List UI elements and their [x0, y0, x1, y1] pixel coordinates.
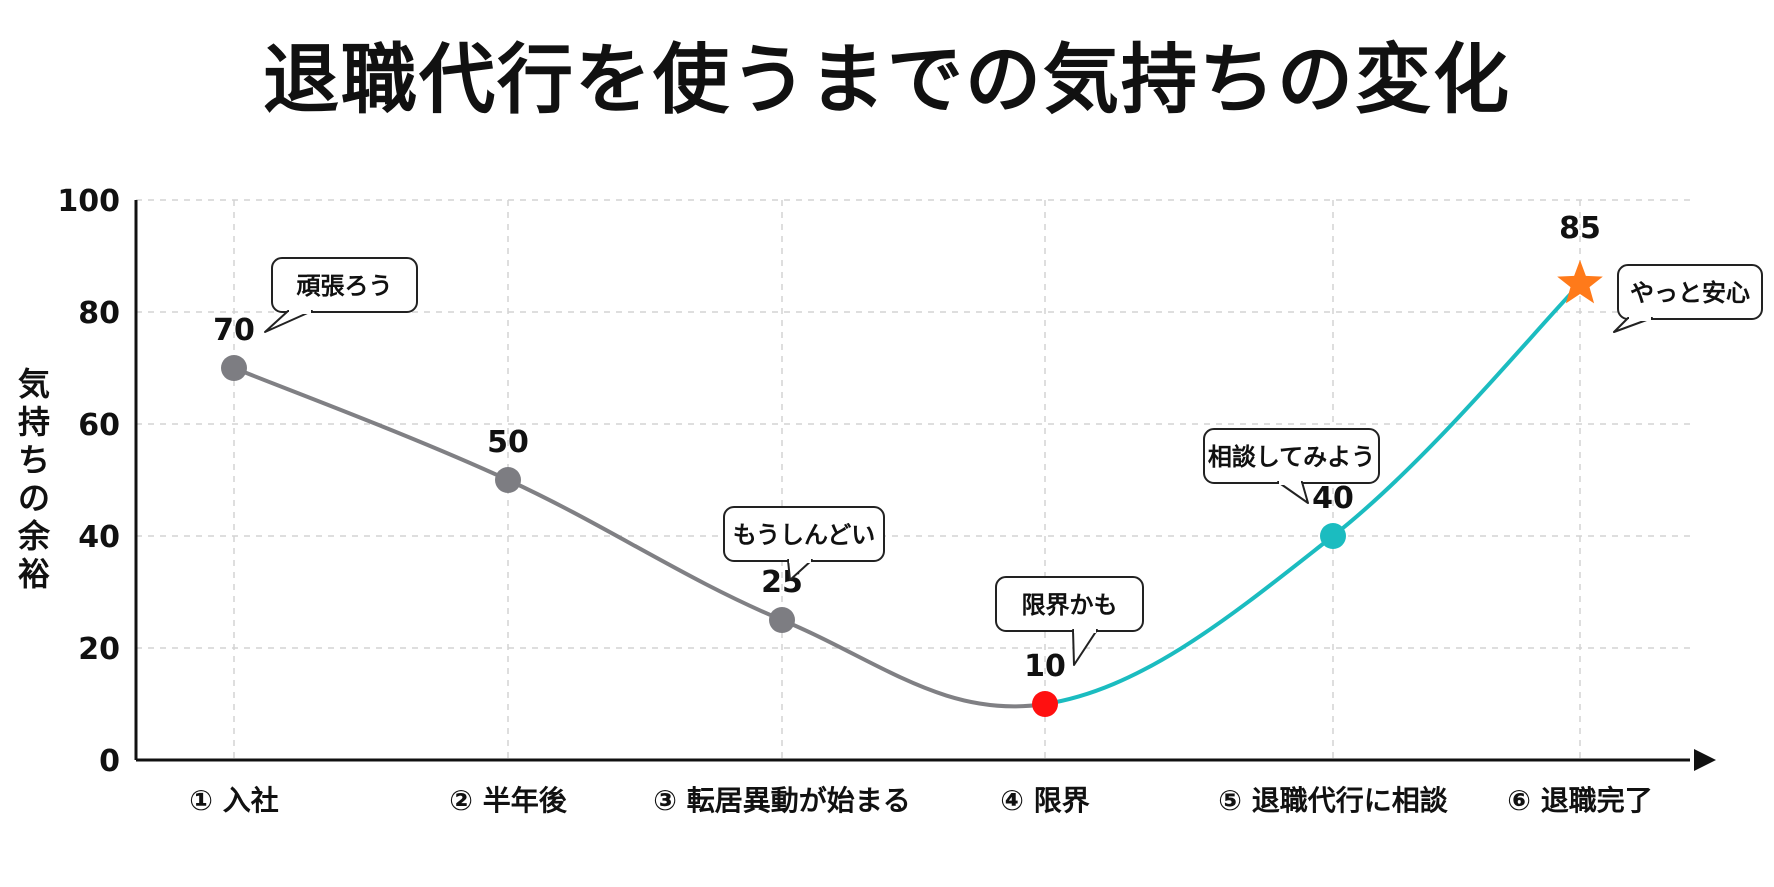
data-value-label: 85 — [1559, 211, 1601, 246]
y-tick-label: 20 — [78, 632, 120, 667]
data-point — [1320, 523, 1346, 549]
data-point — [221, 355, 247, 381]
speech-bubble-tail — [264, 310, 313, 333]
speech-bubble: もうしんどい — [723, 506, 885, 581]
chart-title: 退職代行を使うまでの気持ちの変化 — [263, 35, 1511, 124]
data-point — [495, 467, 521, 493]
data-value-label: 40 — [1312, 481, 1354, 516]
speech-bubble-box — [1617, 264, 1763, 320]
speech-bubble-text: 限界かも — [1022, 591, 1118, 619]
y-axis-label: 気持ちの余裕 — [17, 365, 51, 593]
x-axis-arrow — [1694, 749, 1716, 771]
speech-bubble-box — [271, 257, 418, 313]
speech-bubble: 限界かも — [995, 576, 1144, 666]
speech-bubble-text: 相談してみよう — [1208, 443, 1375, 471]
line-series-before — [232, 366, 1047, 709]
line-layer — [232, 282, 1582, 709]
speech-bubble-text: 頑張ろう — [296, 272, 393, 300]
data-point-star — [1557, 260, 1603, 304]
point-layer — [221, 260, 1603, 717]
speech-bubble-tail — [1277, 481, 1309, 504]
speech-bubble-tail — [1072, 629, 1098, 666]
speech-bubble: 頑張ろう — [264, 257, 418, 333]
speech-bubble-text: もうしんどい — [733, 521, 876, 549]
speech-bubble-text: やっと安心 — [1630, 279, 1750, 307]
y-tick-label: 40 — [78, 520, 120, 555]
axis-layer: 0 20 40 60 80 100 気持ちの余裕 ① 入社 ② 半年後 ③ 転居異動が始まる ④ 限… — [17, 184, 1716, 817]
data-value-label: 10 — [1024, 649, 1066, 684]
x-category-label: ⑥ 退職完了 — [1507, 784, 1652, 817]
y-tick-label: 60 — [78, 408, 120, 443]
data-point — [769, 607, 795, 633]
x-category-label: ④ 限界 — [1000, 784, 1089, 817]
x-category-label: ① 入社 — [189, 784, 278, 817]
y-tick-label: 0 — [99, 744, 120, 779]
speech-bubble: 相談してみよう — [1203, 428, 1380, 504]
x-category-label: ③ 転居異動が始まる — [653, 784, 910, 817]
data-value-label: 50 — [487, 425, 529, 460]
y-tick-label: 80 — [78, 296, 120, 331]
x-category-label: ② 半年後 — [449, 784, 567, 817]
speech-bubble-box — [995, 576, 1144, 632]
x-category-label: ⑤ 退職代行に相談 — [1218, 784, 1448, 817]
data-value-label: 70 — [213, 313, 255, 348]
speech-bubble: やっと安心 — [1613, 264, 1763, 333]
y-tick-label: 100 — [57, 184, 120, 219]
data-point — [1032, 691, 1058, 717]
